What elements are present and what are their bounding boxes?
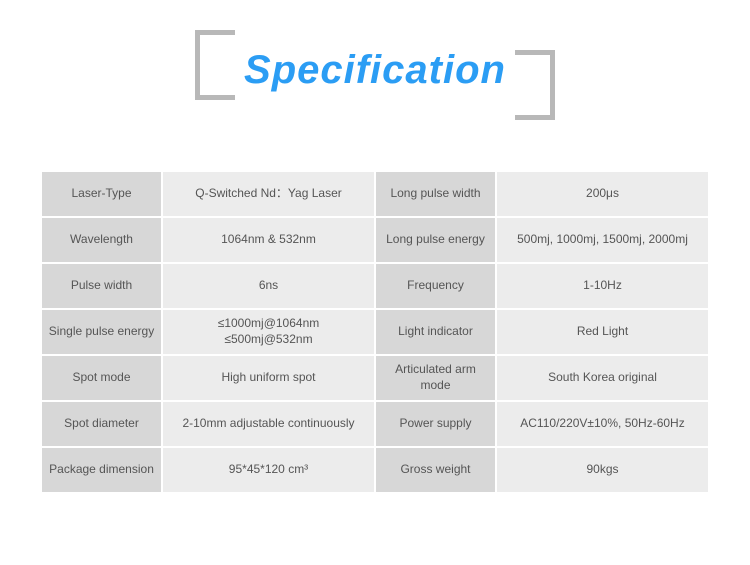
spec-label: Spot mode xyxy=(42,356,161,400)
spec-label: Articulated arm mode xyxy=(376,356,495,400)
spec-value: 2-10mm adjustable continuously xyxy=(163,402,374,446)
bracket-left xyxy=(195,30,235,100)
page-title: Specification xyxy=(195,30,555,110)
table-row: Laser-TypeQ-Switched Nd：Yag LaserLong pu… xyxy=(42,172,708,216)
spec-value: ≤1000mj@1064nm≤500mj@532nm xyxy=(163,310,374,354)
spec-label: Pulse width xyxy=(42,264,161,308)
table-row: Pulse width6nsFrequency1-10Hz xyxy=(42,264,708,308)
spec-label: Package dimension xyxy=(42,448,161,492)
spec-label: Wavelength xyxy=(42,218,161,262)
spec-value: South Korea original xyxy=(497,356,708,400)
spec-label: Laser-Type xyxy=(42,172,161,216)
table-row: Single pulse energy≤1000mj@1064nm≤500mj@… xyxy=(42,310,708,354)
spec-value: Q-Switched Nd：Yag Laser xyxy=(163,172,374,216)
title-container: Specification xyxy=(195,30,555,110)
bracket-right xyxy=(515,50,555,120)
spec-label: Single pulse energy xyxy=(42,310,161,354)
spec-value: 95*45*120 cm³ xyxy=(163,448,374,492)
spec-label: Light indicator xyxy=(376,310,495,354)
spec-value: AC110/220V±10%, 50Hz-60Hz xyxy=(497,402,708,446)
spec-value: 90kgs xyxy=(497,448,708,492)
spec-value: 6ns xyxy=(163,264,374,308)
table-row: Package dimension95*45*120 cm³Gross weig… xyxy=(42,448,708,492)
spec-label: Spot diameter xyxy=(42,402,161,446)
table-row: Wavelength1064nm & 532nmLong pulse energ… xyxy=(42,218,708,262)
table-row: Spot modeHigh uniform spotArticulated ar… xyxy=(42,356,708,400)
spec-value: 1064nm & 532nm xyxy=(163,218,374,262)
table-row: Spot diameter2-10mm adjustable continuou… xyxy=(42,402,708,446)
spec-label: Frequency xyxy=(376,264,495,308)
spec-label: Long pulse energy xyxy=(376,218,495,262)
spec-label: Power supply xyxy=(376,402,495,446)
spec-label: Gross weight xyxy=(376,448,495,492)
spec-label: Long pulse width xyxy=(376,172,495,216)
spec-value: Red Light xyxy=(497,310,708,354)
spec-value: 500mj, 1000mj, 1500mj, 2000mj xyxy=(497,218,708,262)
spec-value: 1-10Hz xyxy=(497,264,708,308)
spec-value: High uniform spot xyxy=(163,356,374,400)
spec-table: Laser-TypeQ-Switched Nd：Yag LaserLong pu… xyxy=(40,170,710,494)
spec-value: 200μs xyxy=(497,172,708,216)
